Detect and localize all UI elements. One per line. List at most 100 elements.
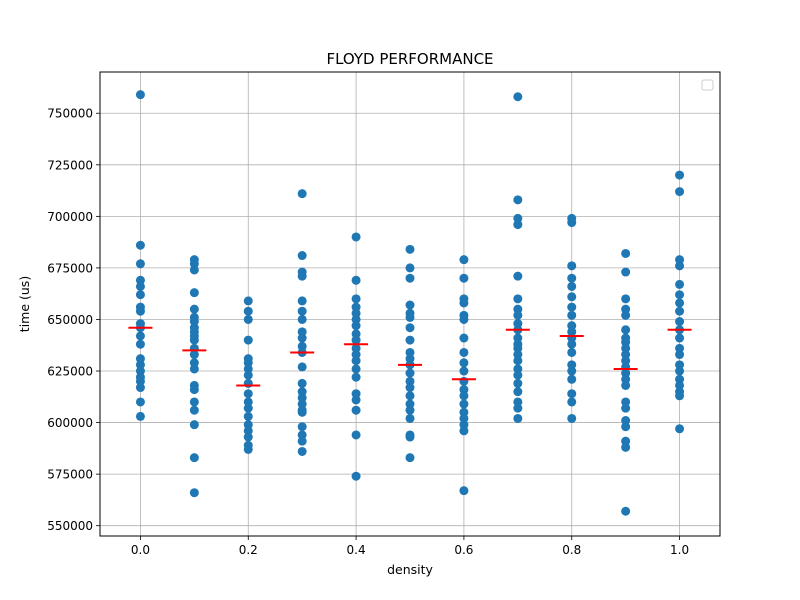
data-point xyxy=(621,350,631,360)
data-point xyxy=(297,430,307,440)
data-point xyxy=(243,420,253,430)
data-point xyxy=(135,354,145,364)
axis-ticks: 0.0 0.2 0.4 0.6 0.8 1.0 550000 575000 600000 6250… xyxy=(47,107,689,557)
data-point xyxy=(243,378,253,388)
data-point xyxy=(243,370,253,380)
legend-box xyxy=(701,79,714,91)
data-point xyxy=(675,360,685,370)
data-point xyxy=(189,397,199,407)
data-point xyxy=(297,333,307,343)
data-point xyxy=(567,360,577,370)
x-tick-label: 1.0 xyxy=(670,543,689,557)
data-point xyxy=(567,310,577,320)
x-tick-label: 0.2 xyxy=(239,543,258,557)
data-point xyxy=(405,335,415,345)
data-point xyxy=(675,306,685,316)
data-point xyxy=(405,312,415,322)
data-point xyxy=(405,300,415,310)
data-point xyxy=(675,424,685,434)
data-point xyxy=(351,405,361,415)
data-point xyxy=(405,244,415,254)
data-point xyxy=(675,343,685,353)
data-point xyxy=(459,347,469,357)
data-point xyxy=(189,259,199,269)
data-point xyxy=(675,391,685,401)
y-tick-label: 750000 xyxy=(47,107,93,121)
data-point xyxy=(405,273,415,283)
data-point xyxy=(189,488,199,498)
data-point xyxy=(135,281,145,291)
data-point xyxy=(351,350,361,360)
data-point xyxy=(297,296,307,306)
data-point xyxy=(567,281,577,291)
data-point xyxy=(621,374,631,384)
data-point xyxy=(405,413,415,423)
data-point xyxy=(567,413,577,423)
data-point xyxy=(675,366,685,376)
data-point xyxy=(621,343,631,353)
data-point xyxy=(513,271,523,281)
data-point xyxy=(243,364,253,374)
data-point xyxy=(135,331,145,341)
data-point xyxy=(351,389,361,399)
data-point xyxy=(675,187,685,197)
data-point xyxy=(243,358,253,368)
data-point xyxy=(459,420,469,430)
data-point xyxy=(675,374,685,384)
data-point xyxy=(513,333,523,343)
data-point xyxy=(567,389,577,399)
data-point xyxy=(513,370,523,380)
data-point xyxy=(243,403,253,413)
x-axis-label: density xyxy=(387,562,433,577)
data-point xyxy=(351,314,361,324)
data-point xyxy=(297,399,307,409)
data-point xyxy=(567,261,577,271)
data-point xyxy=(459,366,469,376)
data-point xyxy=(189,317,199,327)
data-point xyxy=(297,251,307,261)
data-point xyxy=(621,397,631,407)
data-point xyxy=(459,413,469,423)
data-point xyxy=(243,432,253,442)
data-point xyxy=(135,259,145,269)
data-point xyxy=(513,343,523,353)
data-point xyxy=(513,304,523,314)
data-point xyxy=(297,314,307,324)
data-point xyxy=(621,337,631,347)
data-point xyxy=(513,195,523,205)
y-tick-label: 575000 xyxy=(47,468,93,482)
data-point xyxy=(351,302,361,312)
data-point xyxy=(351,343,361,353)
data-point xyxy=(297,306,307,316)
data-point xyxy=(459,333,469,343)
data-point xyxy=(351,395,361,405)
data-point xyxy=(405,405,415,415)
data-point xyxy=(567,397,577,407)
data-point xyxy=(243,306,253,316)
data-point xyxy=(513,364,523,374)
data-point xyxy=(351,232,361,242)
data-point xyxy=(189,265,199,275)
x-tick-label: 0.8 xyxy=(562,543,581,557)
data-point xyxy=(351,321,361,331)
data-point xyxy=(567,339,577,349)
data-point xyxy=(513,397,523,407)
data-point xyxy=(459,376,469,386)
data-point xyxy=(189,405,199,415)
data-point xyxy=(459,426,469,436)
data-point xyxy=(459,273,469,283)
data-point xyxy=(405,383,415,393)
data-point xyxy=(459,486,469,496)
data-point xyxy=(567,347,577,357)
data-point xyxy=(459,407,469,417)
data-point xyxy=(675,350,685,360)
data-point xyxy=(351,329,361,339)
y-tick-label: 725000 xyxy=(47,158,93,172)
data-point xyxy=(621,267,631,277)
data-point xyxy=(567,302,577,312)
data-point xyxy=(567,292,577,302)
data-point xyxy=(405,263,415,273)
data-point xyxy=(513,213,523,223)
data-point xyxy=(621,403,631,413)
